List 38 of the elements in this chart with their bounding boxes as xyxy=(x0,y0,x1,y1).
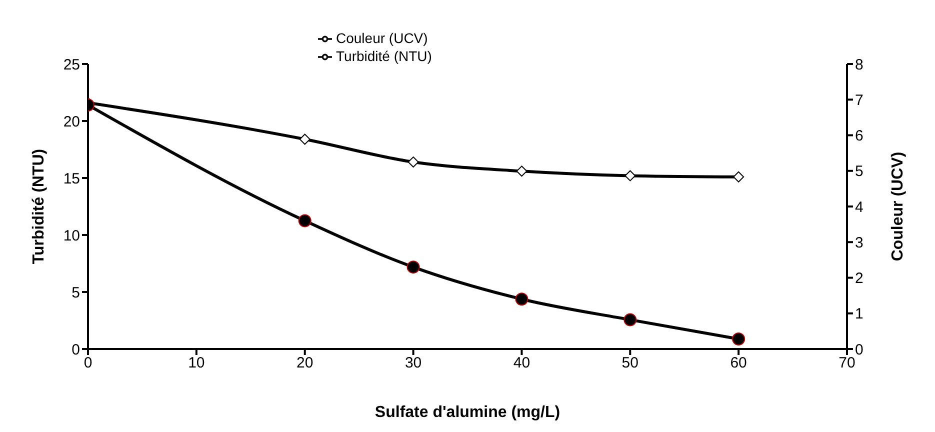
x-tick-label: 60 xyxy=(730,354,747,372)
x-tick-label: 20 xyxy=(296,354,314,372)
point xyxy=(515,292,528,306)
y2-axis-title: Couleur (UCV) xyxy=(890,152,907,262)
y2-tick-label: 3 xyxy=(855,234,864,252)
point xyxy=(624,170,636,182)
y2-tick-label: 7 xyxy=(855,92,864,109)
x-tick-label: 0 xyxy=(84,354,92,372)
y2-tick-label: 1 xyxy=(855,306,864,323)
y2-tick-label: 6 xyxy=(855,128,864,145)
legend-label: Turbidité (NTU) xyxy=(336,48,432,64)
y-axis-title: Turbidité (NTU) xyxy=(30,148,48,264)
y2-tick-label: 2 xyxy=(855,270,864,288)
y2-tick-label: 8 xyxy=(855,56,864,74)
point xyxy=(298,214,312,228)
y2-tick-label: 5 xyxy=(855,163,864,180)
x-tick-label: 10 xyxy=(188,354,205,372)
x-tick-label: 40 xyxy=(513,354,530,372)
x-tick-label: 50 xyxy=(622,354,638,372)
y-tick-label: 5 xyxy=(72,284,80,302)
point xyxy=(408,156,419,168)
y2-tick-label: 4 xyxy=(855,198,864,216)
x-tick-label: 30 xyxy=(404,354,422,372)
y-tick-label: 10 xyxy=(63,227,80,244)
point xyxy=(516,166,528,177)
legend-label: Couleur (UCV) xyxy=(336,30,428,46)
point xyxy=(406,260,420,274)
y-tick-label: 25 xyxy=(63,56,80,74)
point xyxy=(732,332,746,346)
point xyxy=(624,313,637,326)
x-tick-label: 70 xyxy=(838,354,856,372)
y-tick-label: 0 xyxy=(72,341,80,358)
x-axis-title: Sulfate d'alumine (mg/L) xyxy=(374,404,560,421)
point xyxy=(299,134,310,145)
point xyxy=(733,171,744,182)
y-tick-label: 20 xyxy=(63,113,80,130)
y2-tick-label: 0 xyxy=(855,341,864,358)
y-tick-label: 15 xyxy=(63,170,80,188)
